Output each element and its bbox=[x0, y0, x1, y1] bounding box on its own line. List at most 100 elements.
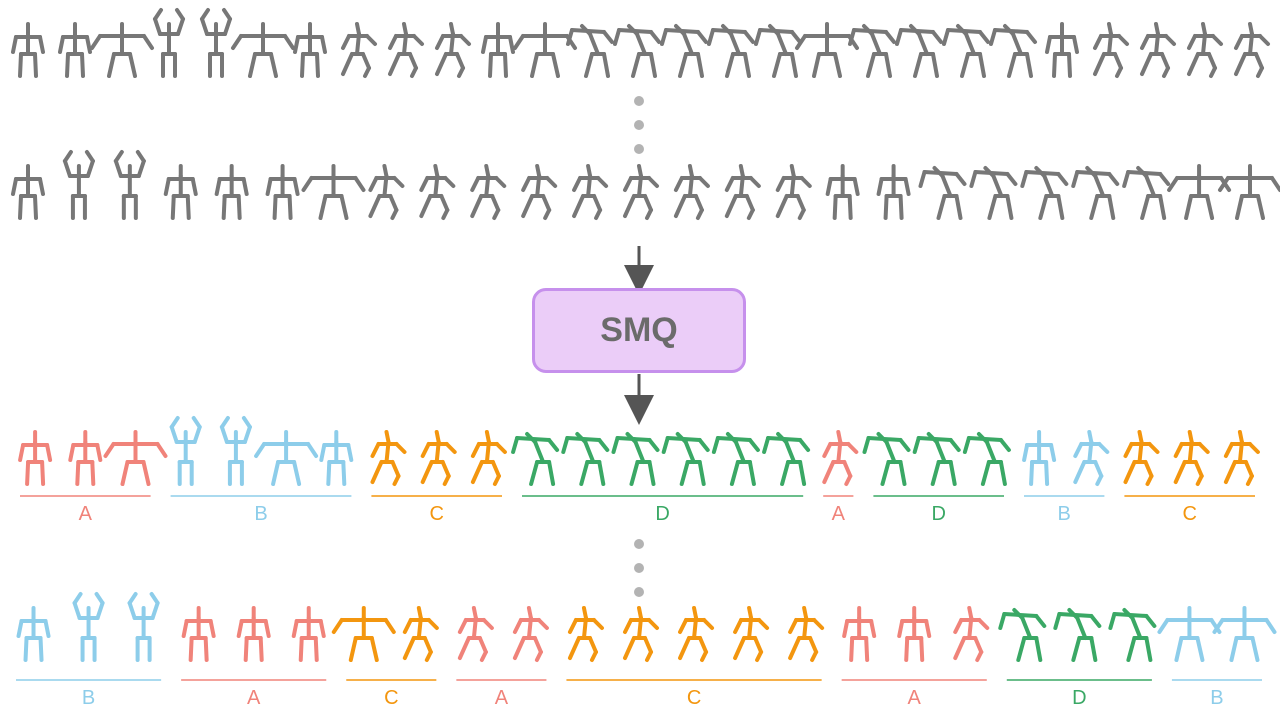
pose-figure bbox=[733, 606, 770, 662]
segment-a: A bbox=[822, 430, 859, 525]
segment-a: A bbox=[456, 606, 549, 709]
pose-figure bbox=[822, 430, 859, 486]
pose-figure bbox=[200, 8, 232, 78]
pose-figure bbox=[661, 432, 710, 486]
pose-figure bbox=[90, 22, 154, 78]
pose-figure bbox=[388, 22, 424, 78]
pose-figure bbox=[611, 432, 660, 486]
pose-figure bbox=[435, 22, 471, 78]
pose-figure bbox=[419, 164, 456, 220]
pose-figure bbox=[825, 164, 860, 220]
pose-figure bbox=[1071, 166, 1120, 220]
pose-figure bbox=[1108, 608, 1157, 662]
pose-figure bbox=[301, 164, 366, 220]
pose-figure bbox=[566, 24, 614, 78]
segment-label: C bbox=[384, 687, 398, 709]
pose-figure bbox=[842, 606, 877, 662]
pose-figure bbox=[707, 24, 755, 78]
pose-figure bbox=[511, 432, 560, 486]
pose-figure bbox=[18, 430, 53, 486]
pose-figure bbox=[989, 24, 1037, 78]
input-sequence-row-2 bbox=[11, 150, 1280, 220]
pose-figure bbox=[1167, 164, 1232, 220]
pose-figure bbox=[795, 22, 859, 78]
pose-figure bbox=[1157, 606, 1222, 662]
segment-a: A bbox=[18, 430, 168, 525]
pose-figure bbox=[72, 592, 105, 662]
pose-figure bbox=[236, 606, 271, 662]
pose-figure bbox=[513, 22, 577, 78]
smq-label: SMQ bbox=[600, 311, 678, 349]
pose-figure bbox=[660, 24, 708, 78]
pose-figure bbox=[678, 606, 715, 662]
pose-figure bbox=[370, 430, 407, 486]
segment-c: C bbox=[1123, 430, 1260, 525]
segment-a: A bbox=[841, 606, 990, 709]
pose-figure bbox=[895, 24, 943, 78]
pose-figure bbox=[1212, 606, 1277, 662]
pose-figure bbox=[962, 432, 1011, 486]
segment-c: C bbox=[331, 606, 439, 709]
pose-figure bbox=[11, 22, 45, 78]
segment-label: C bbox=[1182, 503, 1196, 525]
segment-b: B bbox=[1022, 430, 1110, 525]
pose-figure bbox=[331, 606, 396, 662]
pose-figure bbox=[724, 164, 761, 220]
pose-figure bbox=[711, 432, 760, 486]
segment-label: A bbox=[79, 503, 93, 525]
ellipsis-dot bbox=[634, 120, 644, 130]
pose-figure bbox=[1234, 22, 1270, 78]
pose-figure bbox=[1140, 22, 1176, 78]
pose-figure bbox=[1073, 430, 1110, 486]
segment-label: A bbox=[832, 503, 846, 525]
segment-label: B bbox=[1058, 503, 1071, 525]
pose-figure bbox=[265, 164, 300, 220]
input-sequence-row-1 bbox=[11, 8, 1270, 78]
pose-figure bbox=[1053, 608, 1102, 662]
pose-figure bbox=[163, 164, 198, 220]
segment-label: D bbox=[655, 503, 669, 525]
pose-figure bbox=[754, 24, 802, 78]
segment-d: D bbox=[862, 432, 1011, 525]
segment-label: C bbox=[687, 687, 701, 709]
segment-b: B bbox=[169, 416, 354, 525]
pose-figure bbox=[181, 606, 216, 662]
pose-figure bbox=[848, 24, 896, 78]
pose-figure bbox=[1123, 430, 1160, 486]
ellipsis-dot bbox=[634, 144, 644, 154]
pose-figure bbox=[512, 606, 549, 662]
pose-figure bbox=[953, 606, 990, 662]
pose-figure bbox=[1187, 22, 1223, 78]
segment-b: B bbox=[16, 592, 162, 709]
segment-label: B bbox=[82, 687, 95, 709]
pose-figure bbox=[1022, 430, 1057, 486]
segment-d: D bbox=[998, 608, 1157, 709]
pose-figure bbox=[1223, 430, 1260, 486]
pose-figure bbox=[567, 606, 604, 662]
pose-figure bbox=[788, 606, 825, 662]
pose-figure bbox=[169, 416, 202, 486]
pose-figure bbox=[998, 608, 1047, 662]
pose-figure bbox=[103, 430, 168, 486]
pose-figure bbox=[153, 8, 185, 78]
pose-figure bbox=[1093, 22, 1129, 78]
pose-figure bbox=[68, 430, 103, 486]
segment-label: B bbox=[1210, 687, 1223, 709]
ellipsis-dot bbox=[634, 563, 644, 573]
pose-figure bbox=[623, 164, 659, 220]
segment-d: D bbox=[511, 432, 811, 525]
ellipsis-dot bbox=[634, 587, 644, 597]
pose-figure bbox=[1122, 166, 1171, 220]
segment-label: C bbox=[429, 503, 443, 525]
segment-label: A bbox=[908, 687, 922, 709]
pose-figure bbox=[897, 606, 932, 662]
pose-figure bbox=[521, 164, 558, 220]
pose-figure bbox=[1045, 22, 1079, 78]
pose-figure bbox=[16, 606, 51, 662]
segment-label: D bbox=[1072, 687, 1086, 709]
pose-figure bbox=[613, 24, 661, 78]
ellipsis-dot bbox=[634, 539, 644, 549]
segment-b: B bbox=[1157, 606, 1277, 709]
pose-figure bbox=[561, 432, 610, 486]
